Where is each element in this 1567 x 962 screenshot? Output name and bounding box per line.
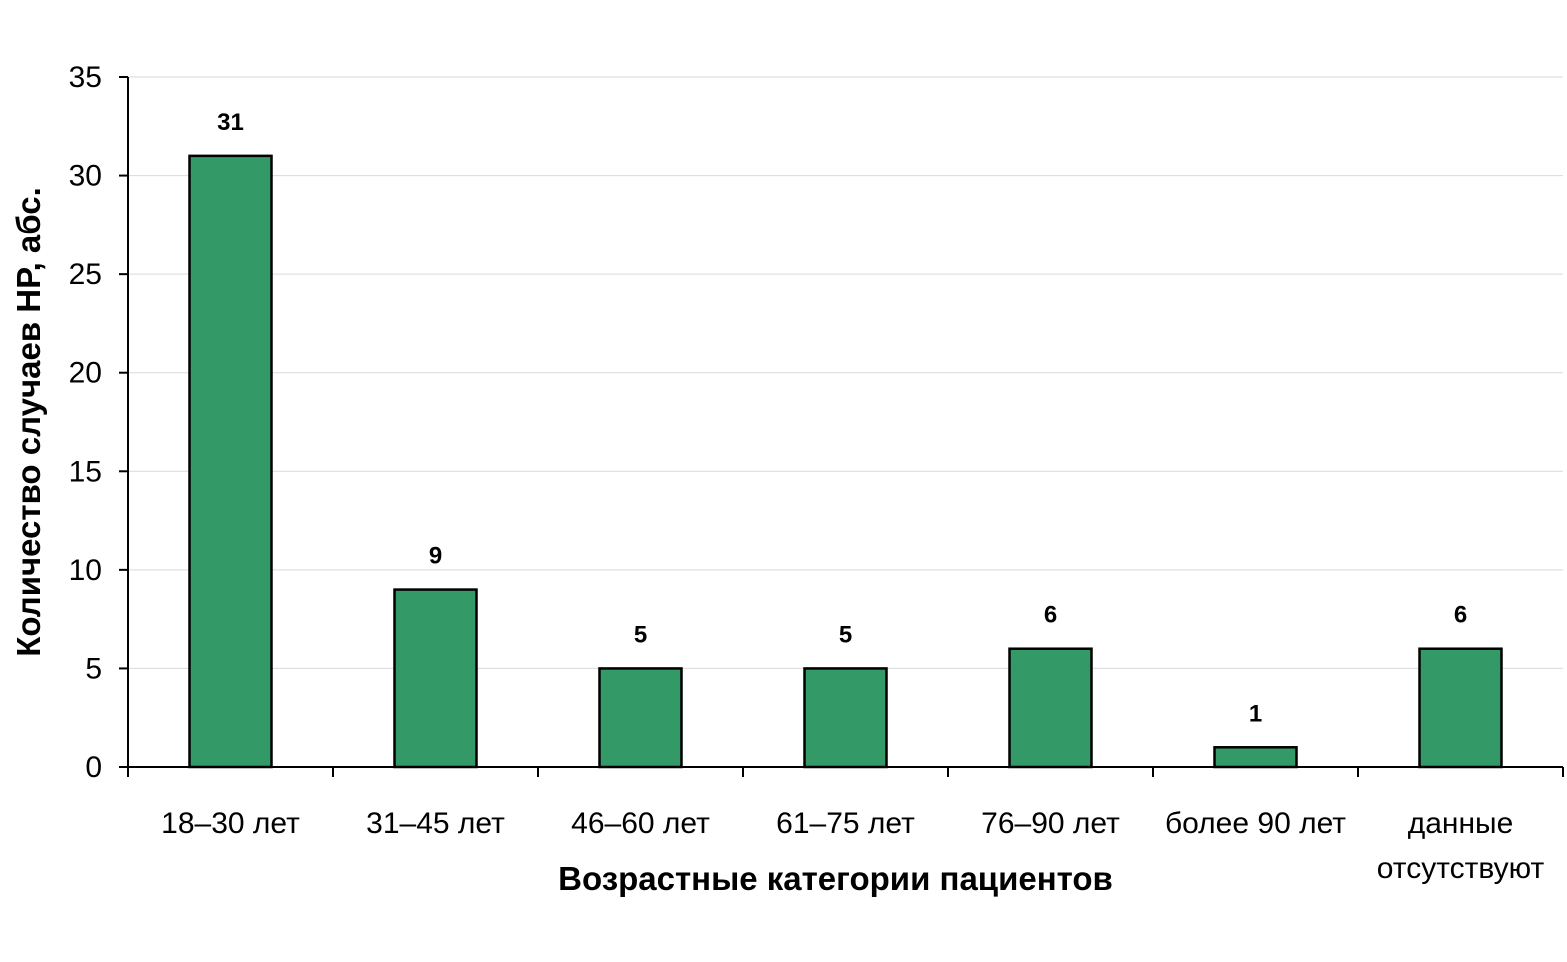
y-tick-label: 0: [85, 751, 102, 784]
x-tick-label: данные: [1408, 807, 1514, 840]
bar: [598, 667, 683, 769]
bar: [393, 588, 478, 769]
bar: [1008, 647, 1093, 769]
x-tick-label: 46–60 лет: [571, 807, 710, 840]
data-label: 6: [1044, 602, 1057, 629]
bars: [188, 154, 1503, 769]
y-tick-label: 5: [85, 652, 102, 685]
data-label: 9: [429, 543, 442, 570]
x-tick-label: 18–30 лет: [161, 807, 300, 840]
x-tick-label: более 90 лет: [1165, 807, 1346, 840]
x-ticks: 18–30 лет 31–45 лет 46–60 лет 61–75 лет 76–9…: [127, 767, 1564, 885]
y-tick-label: 15: [69, 455, 102, 488]
data-label: 31: [217, 109, 244, 136]
x-tick-label: 31–45 лет: [366, 807, 505, 840]
x-tick-label: 76–90 лет: [981, 807, 1120, 840]
data-label: 1: [1249, 700, 1262, 727]
data-label: 5: [634, 621, 647, 648]
data-label: 5: [839, 621, 852, 648]
y-axis-title: Количество случаев НР, абс.: [10, 187, 47, 657]
y-tick-label: 20: [69, 357, 102, 390]
data-label: 6: [1454, 602, 1467, 629]
y-tick-label: 30: [69, 160, 102, 193]
x-axis-title: Возрастные категории пациентов: [558, 860, 1113, 897]
axes: [127, 77, 1563, 768]
y-tick-label: 25: [69, 258, 102, 291]
gridlines: [128, 76, 1563, 669]
bar: [188, 154, 273, 769]
bar: [1213, 746, 1298, 769]
x-tick-label: отсутствуют: [1377, 852, 1545, 885]
bar: [803, 667, 888, 769]
y-tick-label: 35: [69, 61, 102, 94]
y-ticks: 0 5 10 15 20 25 30 35: [69, 61, 128, 784]
y-tick-label: 10: [69, 554, 102, 587]
bar: [1418, 647, 1503, 769]
x-tick-label: 61–75 лет: [776, 807, 915, 840]
data-labels: 31 9 5 5 6 1 6: [217, 109, 1467, 727]
